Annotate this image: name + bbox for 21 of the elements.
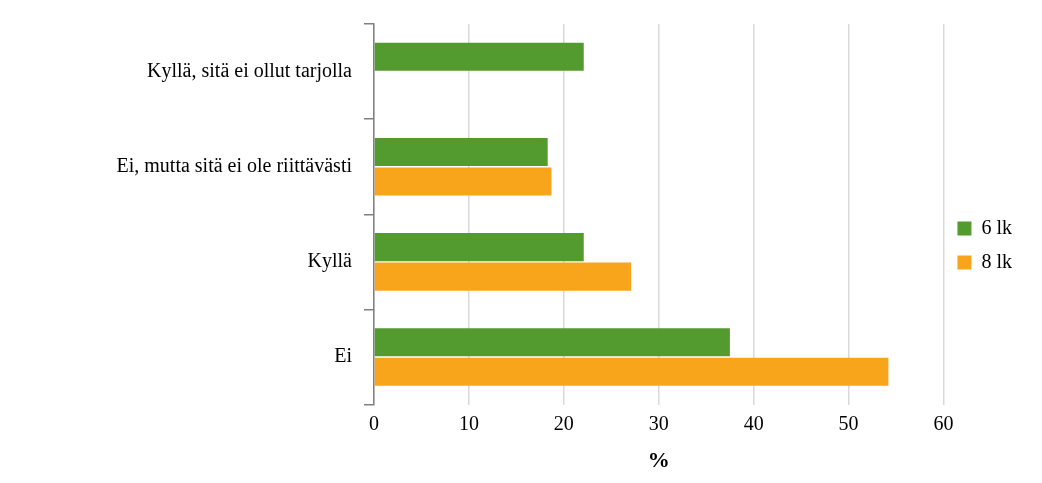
x-tick-label: 40 <box>743 411 764 434</box>
bar <box>374 137 548 166</box>
legend-label: 6 lk <box>981 215 1013 238</box>
bar <box>374 328 730 357</box>
bar <box>374 42 584 71</box>
x-tick-label: 30 <box>648 411 669 434</box>
y-tick-label: Kyllä, sitä ei ollut tarjolla <box>147 58 353 82</box>
bar <box>374 233 584 262</box>
x-tick-label: 20 <box>553 411 574 434</box>
x-tick-label: 50 <box>838 411 859 434</box>
x-tick-label: 10 <box>458 411 479 434</box>
y-tick-label: Ei <box>334 344 353 367</box>
x-axis-title: % <box>647 447 670 473</box>
legend-label: 8 lk <box>981 249 1013 272</box>
bar <box>374 167 552 196</box>
bar <box>374 262 632 291</box>
bar <box>374 357 889 386</box>
x-tick-label: 60 <box>933 411 954 434</box>
y-tick-label: Ei, mutta sitä ei ole riittävästi <box>116 153 353 176</box>
y-tick-label: Kyllä <box>307 249 353 273</box>
x-tick-label: 0 <box>369 411 379 434</box>
